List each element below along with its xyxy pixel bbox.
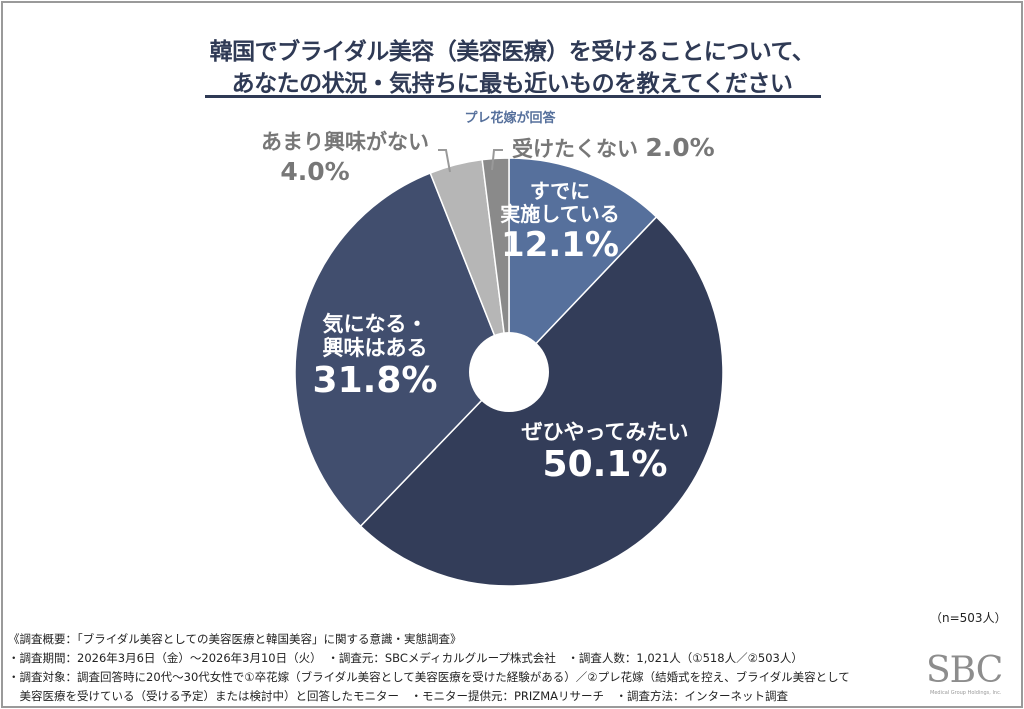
chart-title-line2: あなたの状況・気持ちに最も近いものを教えてください [231, 71, 793, 97]
data-label: 50.1% [542, 444, 668, 486]
chart-subtitle: プレ花嫁が回答 [464, 111, 556, 126]
data-label: 4.0% [280, 157, 350, 187]
title-divider [205, 95, 821, 98]
pie-slice-0 [508, 157, 658, 374]
label-interested: 気になる・ 興味はある 31.8% [300, 312, 450, 402]
leader-line-dont-want [491, 149, 503, 171]
footer-line: 美容医療を受けている（受ける予定）または検討中）と回答したモニター ・モニター提… [8, 689, 788, 703]
footer-line: ・調査対象：調査回答時に20代～30代女性で①卒花嫁（ブライダル美容として美容医… [8, 670, 850, 684]
sbc-logo: SBC [926, 650, 1003, 691]
leader-line-not-interested [438, 149, 451, 173]
label-already-done: すでに 実施している 12.1% [500, 180, 620, 265]
sbc-logo-sub: Medical Group Holdings, Inc. [930, 690, 1002, 696]
footer-line: ・調査期間：2026年3月6日（金）～2026年3月10日（火） ・調査元：SB… [8, 651, 803, 665]
label-text: 気になる・ [322, 312, 428, 336]
pie-slice-4 [481, 157, 510, 373]
label-want-to-try: ぜひやってみたい 50.1% [500, 420, 710, 486]
pie-slice-1 [359, 215, 724, 587]
data-label: 12.1% [501, 225, 619, 265]
data-label: 2.0% [645, 133, 715, 162]
label-not-interested: あまり興味がない 4.0% [250, 130, 440, 187]
label-text: すでに [529, 179, 591, 203]
footer-line: 《調査概要：「ブライダル美容としての美容医療と韓国美容」に関する意識・実態調査》 [8, 632, 462, 646]
chart-title-line1: 韓国でブライダル美容（美容医療）を受けることについて、 [209, 39, 815, 65]
pie-slice-2 [294, 172, 510, 528]
donut-hole [469, 332, 549, 412]
label-text: 受けたくない [512, 137, 638, 161]
label-text: 興味はある [322, 336, 428, 361]
data-label: 31.8% [312, 360, 438, 402]
label-text: ぜひやってみたい [521, 420, 689, 444]
label-dont-want: 受けたくない 2.0% [512, 133, 722, 163]
label-text: あまり興味がない [261, 130, 429, 154]
sample-size: （n=503人） [930, 611, 1007, 625]
label-text: 実施している [500, 202, 620, 226]
